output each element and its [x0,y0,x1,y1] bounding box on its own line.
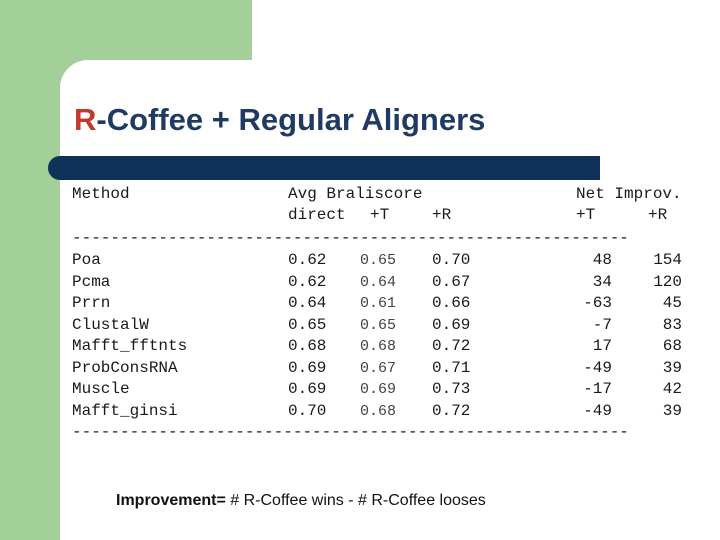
table-separator-bottom: ----------------------------------------… [72,423,629,441]
slide-title: R-Coffee + Regular Aligners [74,102,485,138]
cell-net-t: -17 [583,380,612,398]
cell-net-t: 34 [592,272,612,291]
cell-direct: 0.65 [288,315,327,334]
footnote: Improvement= # R-Coffee wins - # R-Coffe… [116,492,486,510]
cell-r: 0.69 [432,315,471,334]
cell-method: Prrn [72,294,111,312]
cell-t: 0.68 [360,402,397,420]
cell-direct: 0.69 [288,358,327,377]
cell-net-r: 39 [662,358,682,377]
cell-net-t: -49 [583,358,612,377]
cell-net-r: 39 [662,401,682,420]
cell-direct: 0.69 [288,380,327,398]
cell-r: 0.73 [432,380,471,398]
cell-t: 0.65 [360,252,397,269]
subheader-net-t: +T [576,206,596,224]
cell-direct: 0.68 [288,337,327,355]
cell-t: 0.69 [360,381,397,398]
cell-method: ClustalW [72,315,149,334]
cell-direct: 0.64 [288,294,327,312]
subheader-t: +T [370,206,390,224]
content-panel [60,60,720,540]
title-accent: R [74,102,97,137]
cell-direct: 0.62 [288,272,327,291]
header-method: Method [72,185,130,203]
header-avg-braliscore: Avg Braliscore [288,185,423,203]
cell-net-t: 17 [592,337,612,355]
cell-net-r: 42 [662,380,682,398]
footnote-text: # R-Coffee wins - # R-Coffee looses [225,492,486,509]
cell-method: Muscle [72,380,130,398]
cell-net-r: 120 [653,272,682,291]
cell-r: 0.67 [432,272,471,291]
subheader-r: +R [432,206,452,224]
cell-t: 0.67 [360,359,397,377]
cell-method: Pcma [72,272,111,291]
cell-method: Mafft_fftnts [72,337,188,355]
cell-r: 0.72 [432,337,471,355]
title-underline-bar [48,156,600,180]
cell-r: 0.71 [432,358,471,377]
cell-net-r: 45 [662,294,682,312]
cell-t: 0.65 [360,316,397,334]
header-net-improv: Net Improv. [576,185,682,203]
cell-t: 0.61 [360,295,397,312]
footnote-label: Improvement= [116,492,226,509]
cell-net-t: -63 [583,294,612,312]
cell-net-t: 48 [592,251,612,269]
cell-r: 0.72 [432,401,471,420]
subheader-net-r: +R [648,206,668,224]
table-separator-top: ----------------------------------------… [72,229,629,247]
cell-t: 0.68 [360,338,397,355]
cell-direct: 0.62 [288,251,327,269]
title-rest: -Coffee + Regular Aligners [96,102,486,137]
cell-method: ProbConsRNA [72,358,178,377]
cell-net-r: 68 [662,337,682,355]
cell-net-r: 154 [653,251,682,269]
cell-direct: 0.70 [288,401,327,420]
subheader-direct: direct [288,206,346,224]
cell-net-t: -7 [592,315,612,334]
cell-method: Poa [72,251,101,269]
cell-r: 0.66 [432,294,471,312]
cell-r: 0.70 [432,251,471,269]
cell-net-t: -49 [583,401,612,420]
cell-net-r: 83 [662,315,682,334]
cell-t: 0.64 [360,273,397,291]
cell-method: Mafft_ginsi [72,401,178,420]
